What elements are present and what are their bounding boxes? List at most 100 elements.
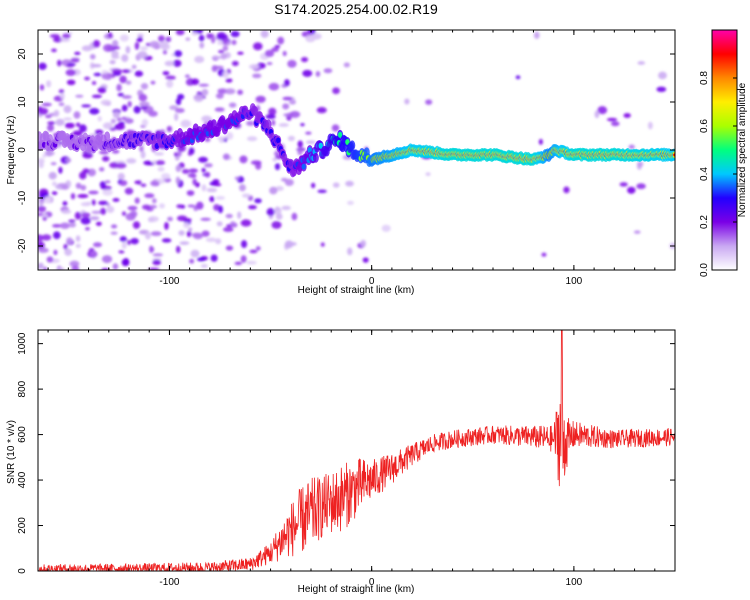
spectrogram-speckle: [185, 37, 191, 41]
spectrogram-speckle: [255, 95, 266, 103]
spectrogram-speckle: [100, 99, 112, 106]
spectrogram-speckle: [62, 33, 71, 39]
spectrogram-speckle: [289, 111, 301, 118]
spectrogram-speckle: [190, 249, 200, 258]
spectrogram-speckle: [274, 45, 281, 49]
ridge-mid: [276, 137, 281, 144]
spectrogram-speckle: [222, 70, 229, 79]
spectrogram-speckle: [320, 242, 325, 247]
snr-series-line: [38, 330, 675, 571]
spectrogram-speckle: [101, 70, 109, 74]
spectrogram-speckle: [89, 53, 96, 60]
spectrogram-speckle: [61, 209, 72, 214]
spectrogram-speckle: [174, 50, 183, 57]
spectrogram-speckle: [297, 140, 303, 148]
spectrogram-speckle: [240, 240, 248, 248]
spectrogram-speckle: [64, 248, 72, 256]
spectrogram-speckle: [106, 205, 115, 214]
spectrogram-speckle: [222, 227, 234, 232]
spectrogram-speckle: [217, 88, 228, 94]
spectrogram-ytick-label: 10: [17, 96, 28, 108]
spectrogram-speckle: [215, 93, 224, 99]
spectrogram-speckle: [81, 104, 91, 108]
spectrogram-speckle: [43, 196, 52, 204]
spectrogram-speckle: [300, 123, 305, 127]
spectrogram-speckle: [93, 72, 102, 77]
spectrogram-speckle: [75, 122, 81, 127]
spectrogram-speckle: [162, 71, 170, 76]
spectrogram-speckle: [53, 37, 63, 43]
spectrogram-speckle: [404, 98, 410, 105]
spectrogram-speckle: [225, 213, 233, 219]
spectrogram-speckle: [138, 93, 148, 102]
spectrogram-speckle: [216, 32, 227, 41]
spectrogram-speckle: [206, 33, 213, 39]
spectrogram-speckle: [240, 255, 247, 263]
spectrogram-speckle: [38, 234, 44, 242]
spectrogram-speckle: [152, 198, 157, 204]
spectrogram-speckle: [205, 237, 217, 243]
spectrogram-speckle: [272, 221, 279, 227]
spectrogram-speckle: [305, 34, 316, 43]
spectrogram-speckle: [125, 80, 132, 85]
colorbar: 0.0 0.2 0.4 0.6 0.8 Normalized spectral ampl…: [699, 29, 748, 277]
spectrogram-speckle: [119, 179, 128, 187]
spectrogram-speckle: [140, 150, 146, 159]
spectrogram-speckle: [161, 238, 172, 243]
spectrogram-speckle: [187, 77, 193, 86]
spectrogram-speckle: [275, 213, 283, 220]
spectrogram-speckle: [606, 117, 618, 122]
spectrogram-speckle: [137, 33, 145, 38]
spectrogram-speckle: [75, 243, 81, 248]
spectrogram-speckle: [211, 65, 218, 72]
spectrogram-ylabel: Frequency (Hz): [6, 116, 17, 185]
spectrogram-speckle: [134, 197, 140, 204]
spectrogram-speckle: [281, 205, 291, 211]
spectrogram-speckle: [57, 267, 65, 270]
spectrogram-speckle: [220, 53, 227, 60]
spectrogram-speckle: [140, 183, 147, 187]
spectrogram-speckle: [144, 231, 151, 240]
spectrogram-speckle: [180, 119, 192, 128]
spectrogram-speckle: [275, 186, 284, 191]
spectrogram-speckle: [226, 132, 234, 140]
spectrogram-speckle: [62, 201, 68, 206]
colorbar-tick-label: 0.0: [699, 263, 710, 277]
spectrogram-speckle: [140, 82, 149, 90]
spectrogram-speckle: [636, 161, 644, 167]
spectrogram-speckle: [210, 254, 218, 262]
spectrogram-speckle: [110, 118, 116, 124]
colorbar-bar: [711, 29, 738, 271]
spectrogram-speckle: [91, 210, 102, 214]
spectrogram-speckle: [286, 241, 297, 246]
spectrogram-speckle: [38, 161, 44, 169]
spectrogram-speckle: [317, 189, 327, 193]
spectrogram-speckle: [144, 193, 155, 199]
spectrogram-speckle: [125, 118, 134, 124]
spectrogram-speckle: [68, 222, 77, 228]
spectrogram-speckle: [126, 239, 132, 246]
spectrogram-speckle: [167, 216, 173, 222]
spectrogram-speckle: [112, 263, 119, 270]
spectrogram-speckle: [60, 92, 65, 100]
spectrogram-speckle: [274, 163, 281, 171]
spectrogram-speckle: [109, 60, 116, 65]
spectrogram-speckle: [228, 102, 237, 108]
spectrogram-speckle: [38, 262, 44, 270]
spectrogram-speckle: [198, 156, 208, 163]
spectrogram-speckle: [53, 109, 60, 117]
spectrogram-speckle: [112, 72, 122, 76]
spectrogram-speckle: [118, 250, 125, 254]
spectrogram-speckle: [141, 118, 149, 127]
spectrogram-speckle: [255, 246, 261, 251]
spectrogram-speckle: [121, 95, 132, 100]
spectrogram-speckle: [158, 35, 165, 42]
spectrogram-speckle: [148, 205, 158, 209]
spectrogram-speckle: [121, 116, 127, 121]
spectrogram-speckle: [127, 101, 132, 108]
spectrogram-speckle: [636, 183, 646, 190]
spectrogram-speckle: [114, 123, 126, 130]
spectrogram-speckle: [92, 242, 103, 248]
spectrogram-speckle: [55, 118, 65, 126]
